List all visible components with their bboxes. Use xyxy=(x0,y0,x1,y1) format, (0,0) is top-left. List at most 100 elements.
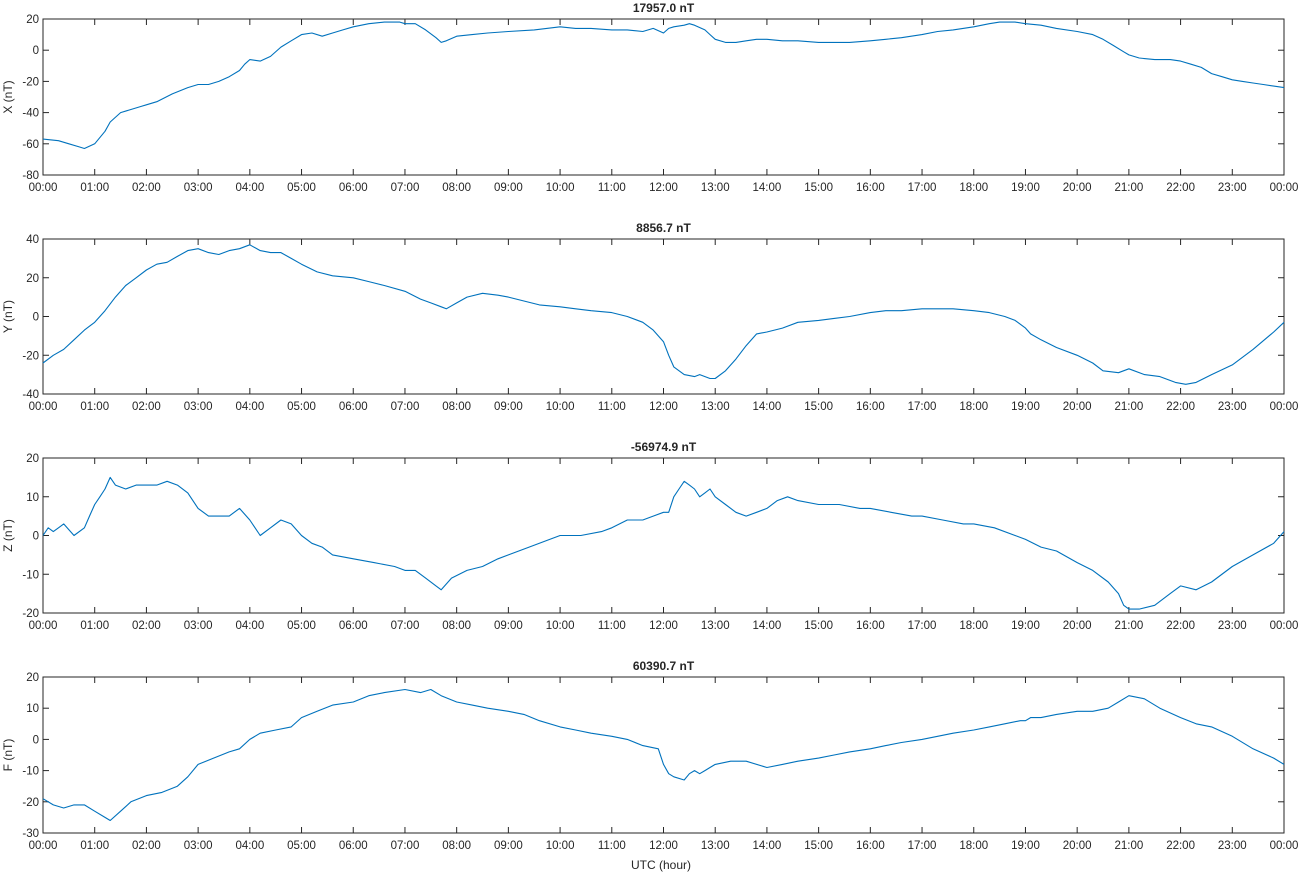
subplot-f-xtick-label: 21:00 xyxy=(1114,840,1143,852)
subplot-y-xtick-label: 19:00 xyxy=(1011,401,1040,413)
subplot-y-xtick-label: 11:00 xyxy=(598,401,626,413)
subplot-z-xtick-label: 18:00 xyxy=(959,620,988,632)
subplot-z-xtick-label: 16:00 xyxy=(856,620,885,632)
subplot-z: -56974.9 nT 00:00 01:00 02:00 03:00 04:00 05:0… xyxy=(1,440,1298,632)
subplot-y: 8856.7 nT 00:00 01:00 02:00 03:00 04:00 05:00 0… xyxy=(1,221,1298,413)
subplot-f-xtick-label: 00:00 xyxy=(1270,840,1299,852)
subplot-x-xtick-label: 00:00 xyxy=(29,182,58,194)
subplot-x-ylabel: X (nT) xyxy=(1,80,15,113)
subplot-z-xtick-label: 14:00 xyxy=(753,620,782,632)
subplot-f-xtick-label: 00:00 xyxy=(29,840,58,852)
subplot-f-xtick-label: 03:00 xyxy=(184,840,213,852)
subplot-f-xtick-label: 04:00 xyxy=(235,840,264,852)
subplot-y-xtick-label: 06:00 xyxy=(339,401,368,413)
subplot-x-ytick-label: 20 xyxy=(26,14,39,26)
subplot-f-xtick-label: 12:00 xyxy=(649,840,678,852)
subplot-y-ytick-label: -20 xyxy=(22,350,39,362)
subplot-z-xtick-label: 17:00 xyxy=(908,620,937,632)
subplot-x-series-line xyxy=(42,21,1285,150)
subplot-x-ytick-label: -20 xyxy=(22,76,39,88)
subplot-z-series-line xyxy=(42,476,1285,610)
subplot-y-axes-box xyxy=(42,238,1285,395)
subplot-f-xtick-label: 22:00 xyxy=(1166,840,1195,852)
subplot-x-title: 17957.0 nT xyxy=(633,1,695,15)
subplot-y-xtick-label: 00:00 xyxy=(1270,401,1299,413)
subplot-z-xtick-label: 22:00 xyxy=(1166,620,1195,632)
subplot-f-xtick-label: 16:00 xyxy=(856,840,885,852)
subplot-f-ytick-label: -30 xyxy=(22,828,39,840)
subplot-f-xtick-label: 18:00 xyxy=(959,840,988,852)
subplot-x-xtick-label: 21:00 xyxy=(1114,182,1143,194)
subplot-f-ytick-label: 10 xyxy=(26,703,39,715)
subplot-f-xtick-label: 23:00 xyxy=(1218,840,1247,852)
subplot-x-xtick-label: 09:00 xyxy=(494,182,523,194)
subplot-y-ytick-label: 40 xyxy=(26,234,39,246)
subplot-y-xtick-label: 10:00 xyxy=(546,401,575,413)
subplot-z-xtick-label: 03:00 xyxy=(184,620,213,632)
subplot-y-ytick-label: 20 xyxy=(26,273,39,285)
subplot-z-ylabel: Z (nT) xyxy=(1,519,15,552)
subplot-y-xtick-label: 02:00 xyxy=(132,401,161,413)
subplot-z-ytick-label: -20 xyxy=(22,608,39,620)
subplot-z-xtick-label: 01:00 xyxy=(80,620,109,632)
subplot-y-xtick-label: 09:00 xyxy=(494,401,523,413)
subplot-f-xtick-label: 07:00 xyxy=(391,840,420,852)
subplot-f-xtick-label: 05:00 xyxy=(287,840,316,852)
subplot-f-ytick-label: 20 xyxy=(26,672,39,684)
subplot-z-xtick-label: 00:00 xyxy=(29,620,58,632)
subplot-y-xtick-label: 15:00 xyxy=(804,401,833,413)
subplot-y-xtick-label: 14:00 xyxy=(753,401,782,413)
subplot-x-xtick-label: 13:00 xyxy=(701,182,730,194)
subplot-y-xtick-label: 13:00 xyxy=(701,401,730,413)
subplot-z-ytick-label: 20 xyxy=(26,453,39,465)
subplot-y-xtick-label: 01:00 xyxy=(80,401,109,413)
subplot-z-xtick-label: 07:00 xyxy=(391,620,420,632)
subplot-f-xtick-label: 08:00 xyxy=(442,840,471,852)
subplot-f-title: 60390.7 nT xyxy=(633,659,695,673)
subplot-z-xtick-label: 12:00 xyxy=(649,620,678,632)
subplot-y-xtick-label: 12:00 xyxy=(649,401,678,413)
subplot-f-xtick-label: 14:00 xyxy=(753,840,782,852)
subplot-y-ytick-label: 0 xyxy=(33,312,39,324)
subplot-x-xtick-label: 14:00 xyxy=(753,182,782,194)
subplot-y-xtick-label: 16:00 xyxy=(856,401,885,413)
subplot-y-xtick-label: 17:00 xyxy=(908,401,937,413)
subplot-y-xtick-label: 04:00 xyxy=(235,401,264,413)
subplot-f-axes-box xyxy=(42,676,1285,834)
subplot-f-ytick-label: 0 xyxy=(33,734,39,746)
subplot-f-xtick-label: 09:00 xyxy=(494,840,523,852)
subplot-x-xtick-label: 01:00 xyxy=(80,182,109,194)
subplot-x-ytick-label: 0 xyxy=(33,45,39,57)
subplot-y-xtick-label: 22:00 xyxy=(1166,401,1195,413)
subplot-x-xtick-label: 16:00 xyxy=(856,182,885,194)
subplot-y-xtick-label: 05:00 xyxy=(287,401,316,413)
subplot-x-ytick-label: -40 xyxy=(22,108,39,120)
subplot-x-xtick-label: 17:00 xyxy=(908,182,937,194)
subplot-y-ytick-label: -40 xyxy=(22,389,39,401)
subplot-x-xtick-label: 11:00 xyxy=(598,182,626,194)
subplot-y-series-line xyxy=(42,244,1285,385)
subplot-x-xtick-label: 22:00 xyxy=(1166,182,1195,194)
subplot-f-xtick-label: 11:00 xyxy=(598,840,626,852)
subplot-z-xtick-label: 21:00 xyxy=(1114,620,1143,632)
subplot-x-xtick-label: 18:00 xyxy=(959,182,988,194)
subplot-z-ytick-label: 10 xyxy=(26,492,39,504)
subplot-f-xtick-label: 17:00 xyxy=(908,840,937,852)
subplot-z-xtick-label: 04:00 xyxy=(235,620,264,632)
subplot-y-xtick-label: 08:00 xyxy=(442,401,471,413)
subplot-y-title: 8856.7 nT xyxy=(636,221,691,235)
subplot-z-xtick-label: 15:00 xyxy=(804,620,833,632)
subplot-y-xtick-label: 00:00 xyxy=(29,401,58,413)
subplot-x-ytick-label: -80 xyxy=(22,170,39,182)
subplot-x-axes-box xyxy=(42,18,1285,176)
subplot-z-xtick-label: 06:00 xyxy=(339,620,368,632)
subplot-z-xtick-label: 19:00 xyxy=(1011,620,1040,632)
subplot-x-xtick-label: 10:00 xyxy=(546,182,575,194)
subplot-x-xtick-label: 05:00 xyxy=(287,182,316,194)
subplot-z-xtick-label: 13:00 xyxy=(701,620,730,632)
subplot-y-ylabel: Y (nT) xyxy=(1,300,15,333)
subplot-z-xtick-label: 05:00 xyxy=(287,620,316,632)
subplot-x: 17957.0 nT 00:00 01:00 02:00 03:00 04:00 05:00… xyxy=(1,1,1298,194)
subplot-f-xtick-label: 10:00 xyxy=(546,840,575,852)
